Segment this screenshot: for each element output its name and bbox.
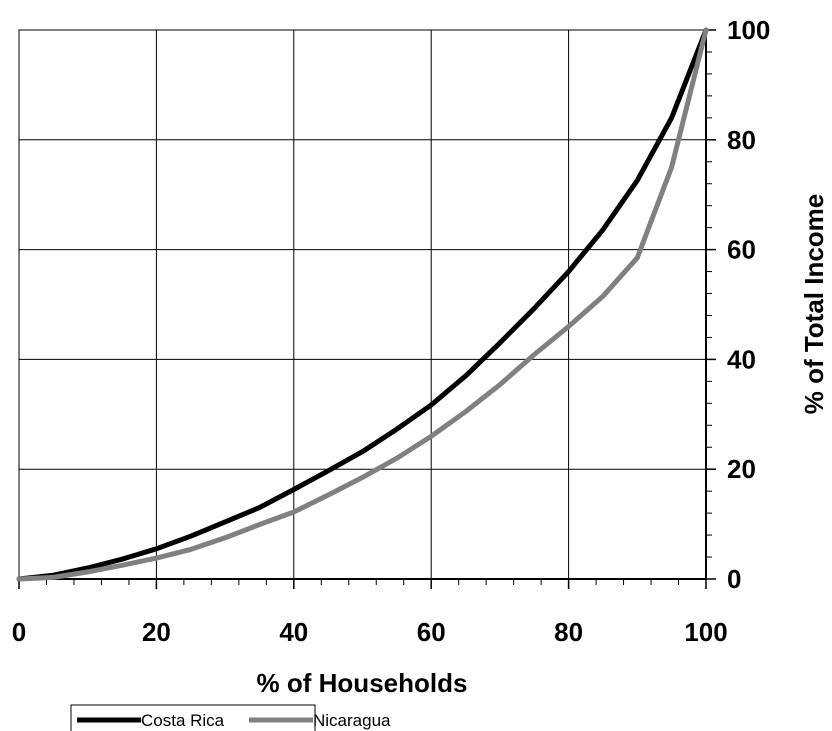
x-tick-label: 60	[417, 617, 446, 647]
y-tick-label: 80	[727, 125, 756, 155]
x-axis-title: % of Households	[257, 668, 468, 698]
x-tick-label: 100	[684, 617, 727, 647]
series-line-costa-rica	[16, 27, 709, 582]
y-tick-label: 100	[727, 15, 770, 45]
series-layer	[16, 27, 709, 582]
y-axis-title: % of Total Income	[799, 194, 829, 415]
y-tick-label: 0	[727, 564, 741, 594]
y-tick-label: 20	[727, 454, 756, 484]
series-line-nicaragua	[16, 27, 709, 582]
x-tick-label: 80	[554, 617, 583, 647]
grid-lines	[19, 30, 706, 579]
x-tick-label: 0	[12, 617, 26, 647]
legend-label-costa-rica: Costa Rica	[141, 711, 225, 730]
x-tick-label: 40	[279, 617, 308, 647]
y-tick-label: 40	[727, 344, 756, 374]
y-tick-label: 60	[727, 235, 756, 265]
legend: Costa Rica Nicaragua	[70, 704, 391, 731]
plot-background	[19, 30, 706, 579]
x-tick-label: 20	[142, 617, 171, 647]
legend-label-nicaragua: Nicaragua	[313, 711, 391, 730]
